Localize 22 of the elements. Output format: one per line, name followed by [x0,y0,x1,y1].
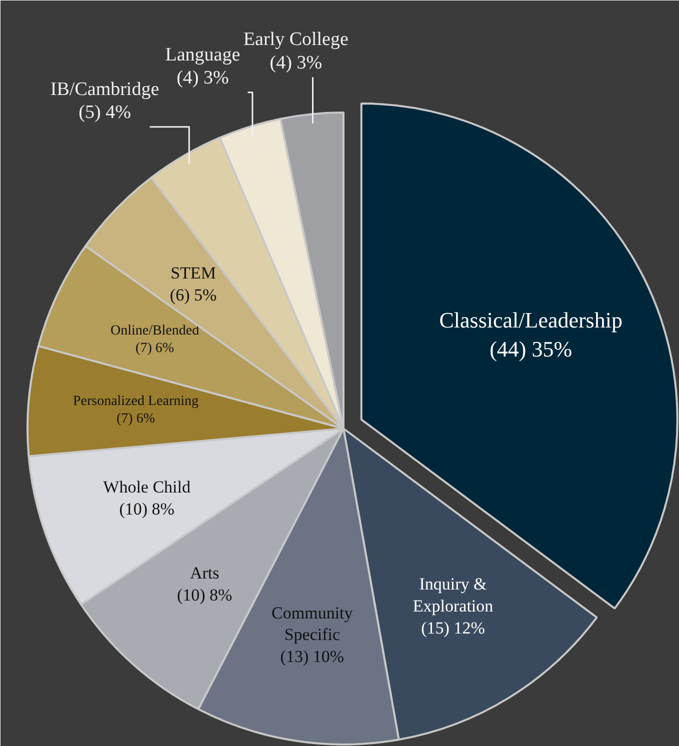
data-label: (44) 35% [490,336,572,362]
slice-label: STEM [170,263,216,282]
data-label: (5) 4% [78,102,132,123]
slice-label: Inquiry & Exploration [412,574,494,616]
data-label: (6) 5% [170,285,217,304]
data-label: (15) 12% [421,618,485,638]
data-label: (4) 3% [270,52,322,74]
slice-label: IB/Cambridge [50,78,160,100]
slice-label: Classical/Leadership [439,308,622,333]
slice-label: Language [165,44,240,66]
data-label: (7) 6% [116,411,156,426]
slice-label: Online/Blended [110,324,200,339]
slice-label: Personalized Learning [72,394,199,410]
data-label: (13) 10% [280,647,344,666]
slice-label: Early College [243,29,348,50]
slice-label: Arts [190,564,220,583]
data-label: (10) 8% [176,586,232,604]
data-label: (10) 8% [119,499,174,518]
data-label: (4) 3% [176,67,229,88]
slice-label: Community Specific [272,603,354,644]
data-label: (7) 6% [136,340,174,356]
slice-label: Whole Child [103,477,192,496]
